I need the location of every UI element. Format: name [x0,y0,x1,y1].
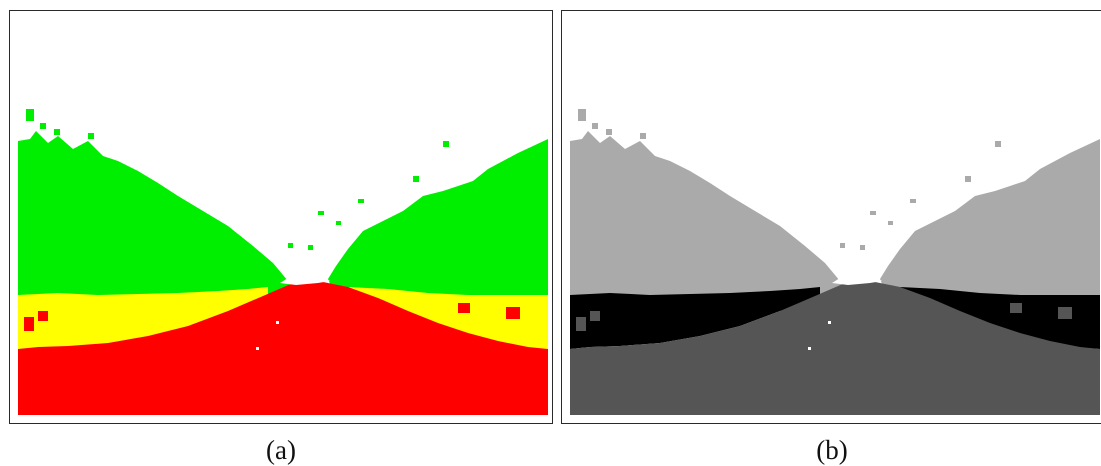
region-transition-right [900,287,1100,349]
road-specks [576,303,1072,331]
segmentation-panel-b [561,10,1101,424]
segmentation-image-b [570,11,1100,415]
region-vegetation-right [328,139,548,301]
road-specks [24,303,520,331]
region-road [18,281,548,415]
region-road [570,281,1100,415]
vegetation-specks [26,109,449,250]
region-vegetation-left [18,131,293,299]
caption-a: (a) [266,435,296,465]
region-vegetation-left [570,131,845,299]
vegetation-specks [578,109,1001,250]
region-transition [570,287,820,349]
caption-b: (b) [816,435,848,465]
segmentation-image-a [18,11,548,415]
region-vegetation-right [880,139,1100,301]
region-transition [18,287,268,349]
region-transition-right [348,287,548,349]
segmentation-panel-a [9,10,553,424]
